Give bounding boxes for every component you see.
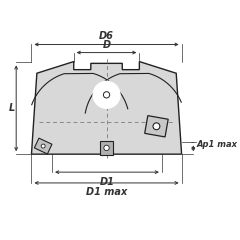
Circle shape	[153, 123, 160, 130]
Circle shape	[93, 81, 120, 108]
Text: Ap1 max: Ap1 max	[197, 140, 238, 149]
Circle shape	[41, 144, 45, 148]
Text: L: L	[9, 103, 15, 113]
Circle shape	[103, 92, 110, 98]
Text: D1 max: D1 max	[86, 187, 127, 198]
Text: D6: D6	[99, 31, 114, 41]
Circle shape	[104, 145, 109, 150]
Text: D: D	[102, 40, 111, 50]
Polygon shape	[145, 116, 168, 137]
Text: D1: D1	[100, 177, 114, 187]
Polygon shape	[100, 141, 113, 155]
Polygon shape	[34, 138, 52, 154]
Polygon shape	[31, 62, 182, 154]
